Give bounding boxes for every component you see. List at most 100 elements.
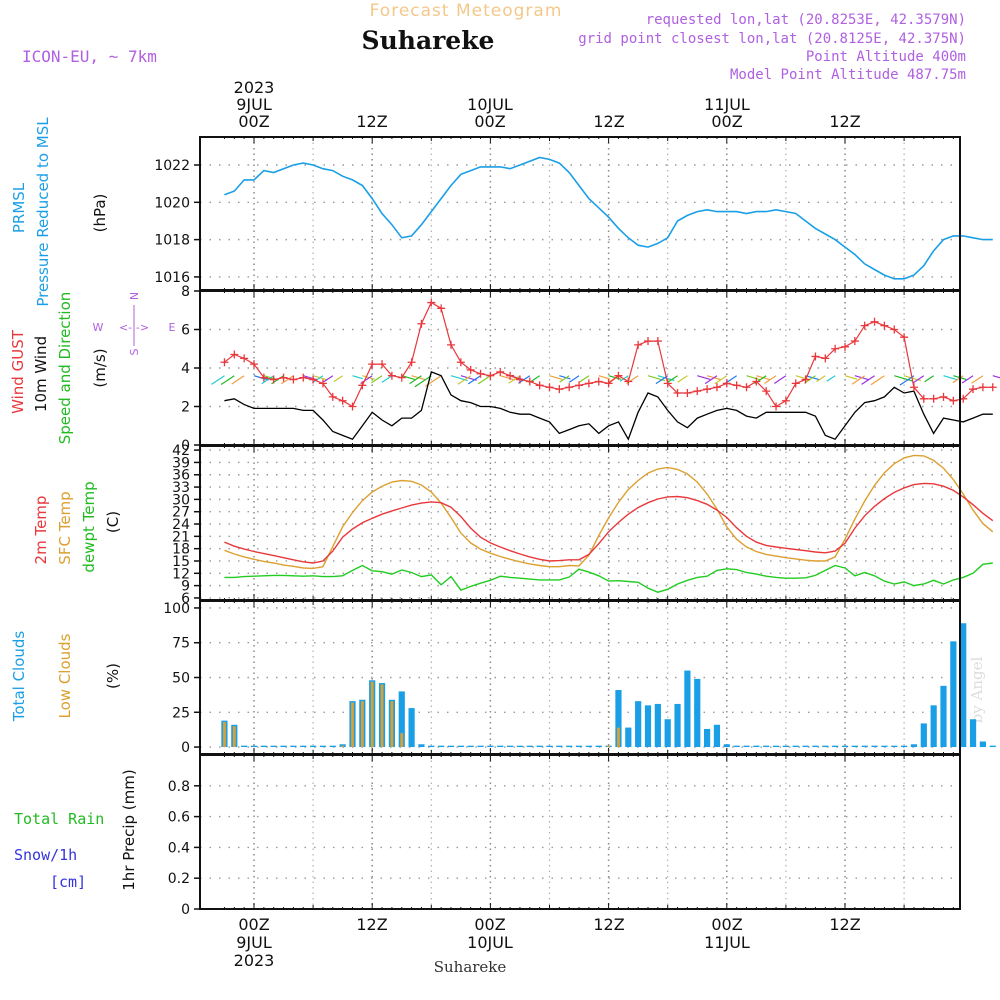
wind-direction-arrow <box>220 375 235 386</box>
y-tick-label: 12 <box>172 566 190 582</box>
wind-gust-marker <box>909 383 918 392</box>
y-tick-label: 25 <box>172 705 190 721</box>
credit-watermark: by Angel <box>968 656 986 723</box>
top-hour-label: 00Z <box>474 112 505 131</box>
low-cloud-bar <box>390 701 394 748</box>
y-tick-label: 0 <box>181 902 190 918</box>
wind-direction-arrow <box>578 375 590 384</box>
wind-gust-marker <box>289 375 298 384</box>
y-tick-label: 6 <box>181 323 190 339</box>
total-cloud-bar <box>694 678 701 748</box>
wind-direction-arrow <box>261 375 275 385</box>
wind-gust-marker <box>821 354 830 363</box>
wind-gust-marker <box>279 373 288 382</box>
total-cloud-bar <box>595 745 602 748</box>
wind-direction-arrow <box>943 375 958 381</box>
product-title: Forecast Meteogram <box>370 1 563 21</box>
y-tick-label: 39 <box>172 455 190 471</box>
total-cloud-bar <box>467 745 474 748</box>
total-cloud-bar <box>743 745 750 748</box>
total-cloud-bar <box>516 745 524 748</box>
total-cloud-bar <box>447 745 455 748</box>
total-cloud-bar <box>969 719 977 748</box>
temp-label-2m: 2m Temp <box>32 496 50 565</box>
total-cloud-bar <box>398 691 405 748</box>
temp-2m-line <box>224 482 994 564</box>
total-cloud-bar <box>753 745 760 748</box>
wind-gust-marker <box>378 360 387 369</box>
wind-direction-arrow <box>323 375 334 383</box>
top-date-label-11jul: 11JUL <box>704 95 750 114</box>
precip-unit: 1hr Precip (mm) <box>120 769 138 890</box>
wind-direction-arrow <box>362 375 375 380</box>
wind-gust-marker <box>841 342 849 351</box>
pressure-labels: PRMSL Pressure Reduced to MSL (hPa) <box>10 117 109 307</box>
total-cloud-bar <box>250 745 258 748</box>
panel-4: 0 25 50 75 100 <box>163 600 996 756</box>
wind-direction-arrow <box>826 375 836 382</box>
low-cloud-bar <box>360 701 364 748</box>
total-cloud-bar <box>871 745 878 748</box>
panel-frame <box>199 445 961 601</box>
total-cloud-bar <box>270 745 277 748</box>
wind-gust-marker <box>939 392 948 401</box>
wind-direction-arrow <box>870 375 885 386</box>
y-tick-label: 1022 <box>154 158 190 174</box>
y-tick-label: 42 <box>172 443 190 459</box>
wind-gust-marker <box>447 340 455 349</box>
wind-direction-arrow <box>746 375 761 381</box>
total-cloud-bar <box>713 724 721 748</box>
y-tick-label: 18 <box>172 542 190 558</box>
low-cloud-bar <box>351 702 354 748</box>
precip-label-cm: [cm] <box>50 873 86 891</box>
wind-direction-arrow <box>409 375 422 385</box>
bottom-hour-label: 12Z <box>356 915 387 934</box>
y-tick-label: 0 <box>181 740 190 756</box>
total-cloud-bar <box>428 745 435 748</box>
wind-direction-arrow <box>500 375 516 381</box>
wind-gust-marker <box>762 387 771 396</box>
total-cloud-bar <box>546 745 553 748</box>
total-cloud-bar <box>585 745 592 748</box>
wind-gust-marker <box>437 304 446 313</box>
wind-direction-arrow <box>371 375 383 384</box>
grid-point-coords: grid point closest lon,lat (20.8125E, 42… <box>578 31 966 47</box>
total-cloud-bar <box>940 685 947 748</box>
y-tick-label: 21 <box>172 529 190 545</box>
wind-direction-arrow <box>457 375 472 385</box>
wind-direction-arrow <box>924 375 934 383</box>
wind-direction-arrow <box>549 375 563 380</box>
y-tick-label: 0.6 <box>168 810 190 826</box>
total-cloud-bar <box>575 745 583 748</box>
total-cloud-bar <box>979 741 986 748</box>
total-cloud-bar <box>408 708 415 748</box>
wind-gust-marker <box>358 381 367 390</box>
wind-gust-marker <box>299 373 308 382</box>
top-hour-label: 00Z <box>238 112 269 131</box>
wind-direction-arrow <box>992 375 1000 379</box>
wind-gust-marker <box>604 379 613 388</box>
dewpoint-line <box>224 562 993 593</box>
wind-gust-marker <box>988 383 997 392</box>
wind-direction-arrow <box>381 375 393 383</box>
wind-gust-marker <box>506 371 515 380</box>
wind-speed-line <box>224 371 993 441</box>
total-cloud-bar <box>625 727 632 748</box>
wind-direction-arrow <box>961 375 974 384</box>
top-time-axis: 2023 9JUL 00Z 12Z 10JUL 00Z 12Z 11JUL 00… <box>234 78 861 131</box>
y-tick-label: 2 <box>181 400 190 416</box>
wind-gust-marker <box>732 381 741 390</box>
total-cloud-bar <box>566 745 573 748</box>
low-cloud-bar <box>223 722 226 748</box>
wind-gust-marker <box>949 396 958 405</box>
total-cloud-bar <box>477 745 484 748</box>
temp-label-sfc: SFC Temp <box>56 491 74 564</box>
y-tick-label: 30 <box>172 492 190 508</box>
top-hour-label: 12Z <box>829 112 860 131</box>
total-cloud-bar <box>772 745 780 748</box>
wind-gust-marker <box>919 394 928 403</box>
total-cloud-bar <box>300 745 307 748</box>
total-cloud-bar <box>733 745 740 748</box>
total-cloud-bar <box>438 745 445 748</box>
top-date-label-9jul: 9JUL <box>236 95 272 114</box>
